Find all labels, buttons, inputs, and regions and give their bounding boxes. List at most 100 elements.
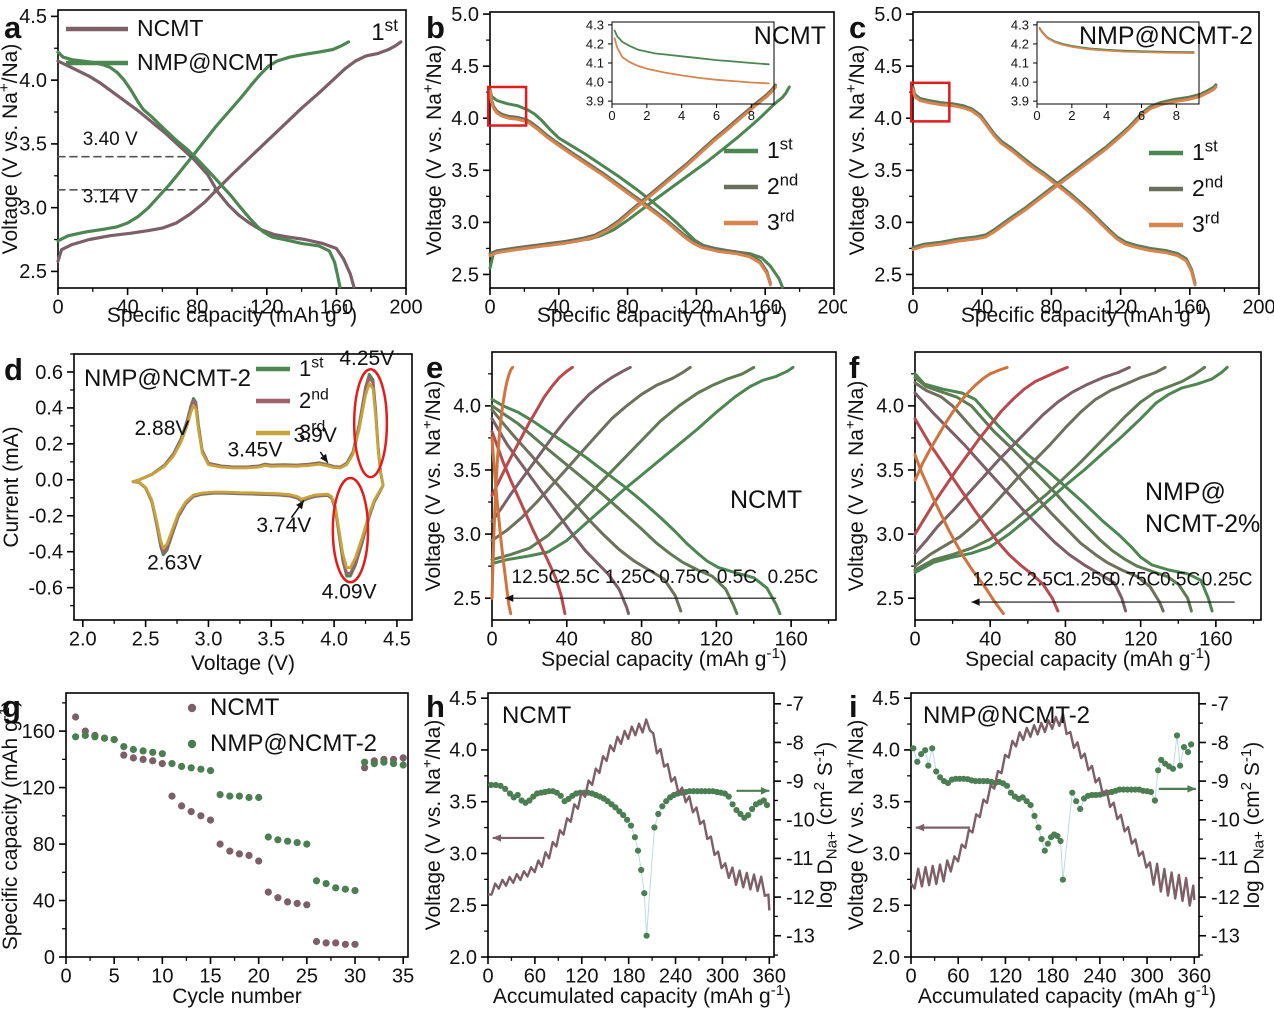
annotation: 3.74V: [256, 514, 311, 537]
svg-text:4.3: 4.3: [1011, 17, 1029, 32]
rate-0.5C-discharge: [490, 404, 739, 616]
y-axis: 2.5 3.0 3.5 4.0 4.5 5.0: [874, 4, 913, 286]
y-axis: 2.5 3.0 3.5 4.0: [876, 373, 915, 610]
inset-1st: [613, 29, 770, 66]
svg-text:2.5: 2.5: [453, 588, 481, 610]
highlight-ellipse: [352, 368, 389, 479]
inset-chart: 0 2 4 6 8 3.9 4.0 4.1 4.2 4.3: [1011, 17, 1200, 123]
x-axis-label: Specific capacity (mAh g-1): [107, 301, 357, 327]
svg-text:0.4: 0.4: [35, 398, 63, 420]
svg-text:0.0: 0.0: [35, 470, 63, 492]
svg-text:180: 180: [612, 965, 645, 987]
ncmt-charge: [56, 40, 403, 263]
svg-text:2.0: 2.0: [872, 947, 900, 969]
svg-text:4.1: 4.1: [586, 55, 604, 70]
annotation: 12.5C: [512, 567, 563, 588]
annotation: 0.25C: [768, 567, 819, 588]
rate-1.25C-charge: [913, 365, 1131, 555]
svg-text:4.0: 4.0: [449, 740, 477, 762]
rate-2.5C-discharge: [913, 417, 1060, 613]
svg-text:200: 200: [1242, 296, 1274, 318]
svg-text:3.5: 3.5: [451, 160, 479, 182]
svg-text:4.5: 4.5: [383, 628, 411, 650]
svg-text:20: 20: [248, 965, 270, 987]
svg-text:40: 40: [116, 296, 138, 318]
y-axis-label: Voltage (V vs. Na+/Na): [847, 45, 869, 256]
svg-text:3.5: 3.5: [19, 134, 47, 156]
x-axis-label: Accumulated capacity (mAh g-1): [493, 982, 791, 1008]
y2-axis: -7 -8 -9 -10 -11 -12 -13: [1199, 694, 1240, 956]
panel-g: 0 5 10 15 20 25 30 35 0 40 80 120 160 Cycle number Spe…: [0, 681, 424, 1017]
svg-text:30: 30: [344, 965, 366, 987]
svg-text:4.0: 4.0: [586, 74, 604, 89]
svg-text:80: 80: [616, 296, 638, 318]
svg-text:4.3: 4.3: [586, 17, 604, 32]
svg-text:-9: -9: [1211, 771, 1229, 793]
svg-text:160: 160: [774, 628, 807, 650]
panel-letter: h: [426, 689, 445, 724]
svg-text:3.0: 3.0: [876, 524, 904, 546]
svg-text:120: 120: [565, 965, 598, 987]
annotation: 1st: [371, 15, 398, 46]
x-axis-label: Special capacity (mAh g-1): [541, 645, 787, 671]
rate-0.25C-charge: [490, 365, 795, 566]
svg-text:0: 0: [907, 296, 918, 318]
svg-text:-8: -8: [786, 732, 804, 754]
x-axis: 0 40 80 120 160 200: [52, 288, 423, 318]
svg-text:-7: -7: [786, 694, 804, 716]
svg-text:4.5: 4.5: [19, 6, 47, 28]
panel-i: 0 60 120 180 240 300 360 2.0 2.5 3.0 3.5 4.0 4.5 -7 -8…: [842, 681, 1274, 1017]
svg-text:120: 120: [250, 296, 283, 318]
y2-axis-label: log DNa+ (cm2 S-1): [811, 742, 841, 909]
rate-0.75C-charge: [913, 365, 1167, 568]
svg-text:-0.6: -0.6: [29, 577, 63, 599]
panel-letter: a: [4, 10, 22, 45]
plot-frame: [914, 351, 1262, 621]
svg-text:160: 160: [22, 721, 55, 743]
diffusion-coefficient: [910, 732, 1195, 883]
panel-f-chart: 0 40 80 120 160 2.5 3.0 3.5 4.0 Special capacity …: [842, 350, 1262, 671]
svg-text:180: 180: [1036, 965, 1069, 987]
svg-text:0: 0: [484, 296, 495, 318]
svg-text:25: 25: [296, 965, 318, 987]
svg-text:0: 0: [905, 965, 916, 987]
gitt-voltage: [910, 712, 1196, 907]
svg-text:0: 0: [44, 947, 55, 969]
rate-1.25C-charge: [490, 365, 632, 523]
cycle3-discharge: [488, 89, 772, 287]
annotation: NMP@NCMT-2: [1079, 22, 1253, 50]
y-axis: 2.5 3.0 3.5 4.0 4.5 5.0: [451, 4, 490, 286]
nmp-charge: [56, 40, 351, 243]
annotation: 4.09V: [322, 580, 377, 603]
rate-2.5C-charge: [913, 365, 1069, 536]
y-axis-label: Voltage (V vs. Na+/Na): [847, 720, 868, 931]
svg-text:3.5: 3.5: [453, 460, 481, 482]
inset-3rd: [613, 37, 770, 85]
annotation: 2.5C: [560, 567, 600, 588]
legend-label: 3rd: [299, 419, 325, 445]
svg-text:80: 80: [630, 628, 652, 650]
plot-frame: [491, 351, 837, 621]
x-axis: 0 40 80 120 160 200: [484, 288, 851, 318]
svg-text:0: 0: [1033, 108, 1040, 123]
plot-frame: [487, 692, 775, 958]
svg-text:0.6: 0.6: [35, 362, 63, 384]
svg-text:2.5: 2.5: [876, 588, 904, 610]
annotation: NMP@: [1145, 478, 1226, 506]
legend-label: 1st: [299, 355, 324, 381]
rate-0.25C-discharge: [913, 372, 1214, 613]
svg-text:80: 80: [186, 296, 208, 318]
cycle2-discharge: [488, 87, 772, 285]
svg-text:2.5: 2.5: [449, 895, 477, 917]
legend-label: NCMT: [137, 15, 203, 41]
annotation: 0.75C: [1110, 569, 1161, 590]
panel-i-chart: 0 60 120 180 240 300 360 2.0 2.5 3.0 3.5 4.0 4.5 -7 -8…: [842, 688, 1268, 1008]
panel-a-chart: 0 40 80 120 160 200 2.5 3.0 3.5 4.0 4.5 Specific ca…: [0, 6, 423, 327]
svg-text:80: 80: [1054, 628, 1076, 650]
annotation: 3.9V: [294, 424, 337, 447]
svg-text:40: 40: [979, 628, 1001, 650]
svg-text:2.0: 2.0: [69, 628, 97, 650]
svg-text:-13: -13: [786, 926, 815, 948]
legend-label: 2nd: [767, 170, 798, 199]
svg-text:120: 120: [1104, 296, 1137, 318]
